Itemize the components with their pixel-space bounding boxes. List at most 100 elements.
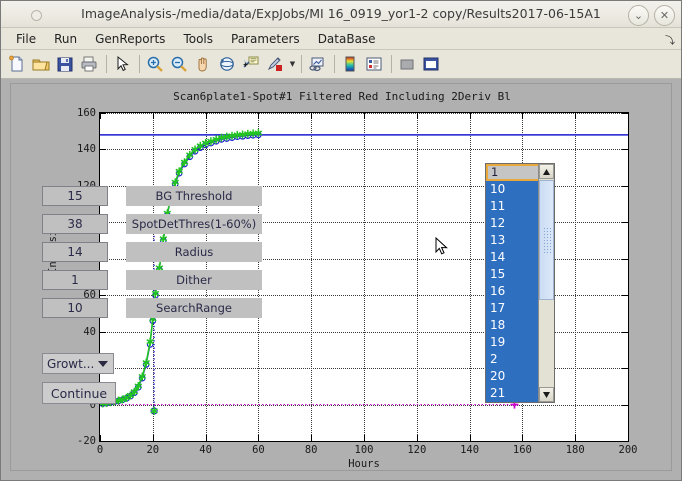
title-bar: ImageAnalysis-/media/data/ExpJobs/MI 16_… bbox=[1, 1, 681, 28]
zoom-in-icon[interactable] bbox=[144, 53, 166, 75]
xtick-label-200: 200 bbox=[618, 444, 638, 456]
gridline-x-80 bbox=[311, 113, 313, 441]
xtick-label-20: 20 bbox=[146, 444, 160, 456]
list-item[interactable]: 17 bbox=[486, 300, 540, 317]
xtick-label-100: 100 bbox=[354, 444, 374, 456]
xtick-label-140: 140 bbox=[460, 444, 480, 456]
window-menu-dot-icon[interactable] bbox=[31, 10, 42, 21]
xtick-label-120: 120 bbox=[407, 444, 427, 456]
plot-title: Scan6plate1-Spot#1 Filtered Red Includin… bbox=[173, 90, 511, 103]
list-item[interactable]: 19 bbox=[486, 334, 540, 351]
spot-number-input[interactable]: 1 bbox=[486, 164, 540, 181]
xtick-label-80: 80 bbox=[304, 444, 318, 456]
mouse-cursor-icon bbox=[435, 236, 448, 260]
close-icon: ✕ bbox=[659, 9, 670, 22]
dither-input[interactable]: 1 bbox=[42, 270, 108, 290]
list-item[interactable]: 15 bbox=[486, 266, 540, 283]
xtick-label-180: 180 bbox=[565, 444, 585, 456]
searchrange-input[interactable]: 10 bbox=[42, 298, 108, 318]
ytick-label-140: 140 bbox=[77, 143, 96, 156]
minimize-button[interactable]: ⌄ bbox=[628, 5, 649, 26]
menu-genreports[interactable]: GenReports bbox=[95, 32, 166, 46]
analysis-mode-value: Growt... bbox=[47, 356, 95, 371]
chevron-down-icon: ⌄ bbox=[633, 9, 644, 22]
x-axis-label: Hours bbox=[348, 458, 380, 470]
bg-threshold-label: BG Threshold bbox=[126, 186, 262, 206]
rotate-3d-icon[interactable] bbox=[216, 53, 238, 75]
radius-label: Radius bbox=[126, 242, 262, 262]
triangle-down-icon bbox=[543, 391, 550, 398]
list-item[interactable]: 2 bbox=[486, 351, 540, 368]
dither-label: Dither bbox=[126, 270, 262, 290]
analysis-mode-dropdown[interactable]: Growt... bbox=[42, 353, 114, 374]
toolbar-separator-5 bbox=[391, 55, 392, 73]
scroll-up-button[interactable] bbox=[539, 164, 554, 179]
listbox-scrollbar[interactable] bbox=[538, 164, 554, 402]
legend-icon[interactable] bbox=[363, 53, 385, 75]
colorbar-icon[interactable] bbox=[339, 53, 361, 75]
pan-hand-icon[interactable] bbox=[192, 53, 214, 75]
toolbar-separator-3 bbox=[301, 55, 302, 73]
bg-threshold-input[interactable]: 15 bbox=[42, 186, 108, 206]
xtick-label-160: 160 bbox=[512, 444, 532, 456]
xtick-label-0: 0 bbox=[96, 444, 104, 456]
list-item[interactable]: 11 bbox=[486, 198, 540, 215]
menu-parameters[interactable]: Parameters bbox=[231, 32, 300, 46]
zoom-out-icon[interactable] bbox=[168, 53, 190, 75]
list-item[interactable]: 14 bbox=[486, 249, 540, 266]
menu-overflow-arrow-icon[interactable]: ⤵ bbox=[665, 36, 675, 47]
list-item[interactable]: 20 bbox=[486, 368, 540, 385]
list-item[interactable]: 21 bbox=[486, 385, 540, 402]
menu-bar: File Run GenReports Tools Parameters Dat… bbox=[1, 28, 681, 50]
searchrange-label: SearchRange bbox=[126, 298, 262, 318]
gridline-x-100 bbox=[364, 113, 365, 441]
spotdetthres-label: SpotDetThres(1-60%) bbox=[126, 214, 262, 234]
toolbar-separator-1 bbox=[106, 55, 107, 73]
list-item[interactable]: 13 bbox=[486, 232, 540, 249]
xtick-label-60: 60 bbox=[252, 444, 265, 456]
triangle-up-icon bbox=[543, 168, 550, 175]
brush-icon[interactable] bbox=[264, 53, 286, 75]
show-plot-tools-icon[interactable] bbox=[420, 53, 442, 75]
figure-canvas[interactable]: Scan6plate1-Spot#1 Filtered Red Includin… bbox=[10, 83, 672, 471]
gridline-x-180 bbox=[575, 113, 577, 441]
spotdetthres-input[interactable]: 38 bbox=[42, 214, 108, 234]
list-item[interactable]: 12 bbox=[486, 215, 540, 232]
menu-file[interactable]: File bbox=[16, 32, 37, 46]
continue-button[interactable]: Continue bbox=[42, 382, 116, 404]
scrollbar-thumb[interactable] bbox=[539, 180, 554, 300]
print-figure-icon[interactable] bbox=[78, 53, 100, 75]
close-button[interactable]: ✕ bbox=[654, 5, 675, 26]
radius-input[interactable]: 14 bbox=[42, 242, 108, 262]
menu-database[interactable]: DataBase bbox=[317, 32, 376, 46]
ytick-label--20: -20 bbox=[77, 435, 96, 447]
open-file-icon[interactable] bbox=[30, 53, 52, 75]
xtick-label-40: 40 bbox=[199, 444, 212, 456]
brush-dropdown-arrow-icon[interactable]: ▼ bbox=[289, 60, 296, 68]
window-title: ImageAnalysis-/media/data/ExpJobs/MI 16_… bbox=[81, 6, 601, 21]
list-item[interactable]: 10 bbox=[486, 181, 540, 198]
scroll-down-button[interactable] bbox=[539, 387, 554, 402]
toolbar-separator-4 bbox=[334, 55, 335, 73]
toolbar: ▼ bbox=[1, 50, 681, 79]
hide-plot-tools-icon[interactable] bbox=[396, 53, 418, 75]
toolbar-separator-2 bbox=[139, 55, 140, 73]
link-plot-icon[interactable] bbox=[306, 53, 328, 75]
menu-run[interactable]: Run bbox=[54, 32, 78, 46]
list-item[interactable]: 18 bbox=[486, 317, 540, 334]
save-figure-icon[interactable] bbox=[54, 53, 76, 75]
window-buttons: ⌄ ✕ bbox=[628, 5, 675, 26]
menu-tools[interactable]: Tools bbox=[183, 32, 213, 46]
spot-listbox[interactable]: 1 10111213141516171819220212223 bbox=[485, 163, 555, 403]
ytick-label-0: 0 bbox=[89, 398, 96, 411]
list-item[interactable]: 16 bbox=[486, 283, 540, 300]
data-cursor-icon[interactable] bbox=[240, 53, 262, 75]
ytick-label-160: 160 bbox=[77, 107, 96, 119]
new-figure-icon[interactable] bbox=[6, 53, 28, 75]
spot-list-items[interactable]: 10111213141516171819220212223 bbox=[486, 181, 540, 402]
pointer-icon[interactable] bbox=[111, 53, 133, 75]
ytick-label-40: 40 bbox=[83, 325, 96, 338]
gridline-x-120 bbox=[416, 113, 418, 441]
chevron-down-icon bbox=[98, 361, 108, 367]
